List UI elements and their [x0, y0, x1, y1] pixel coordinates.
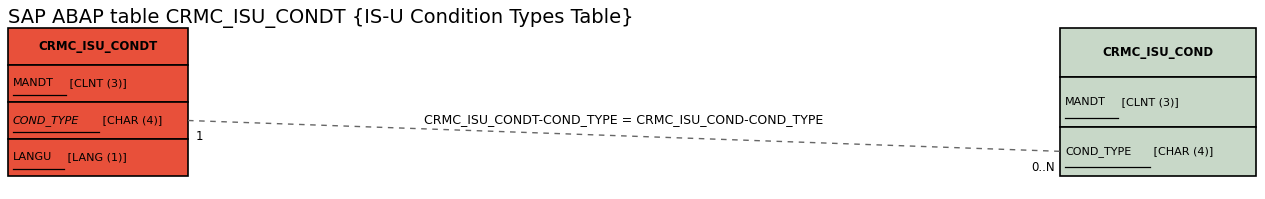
Text: CRMC_ISU_CONDT-COND_TYPE = CRMC_ISU_COND-COND_TYPE: CRMC_ISU_CONDT-COND_TYPE = CRMC_ISU_COND…: [424, 113, 824, 126]
Text: [LANG (1)]: [LANG (1)]: [63, 152, 126, 163]
Text: COND_TYPE: COND_TYPE: [13, 115, 80, 126]
Text: COND_TYPE: COND_TYPE: [1065, 146, 1131, 157]
Text: SAP ABAP table CRMC_ISU_CONDT {IS-U Condition Types Table}: SAP ABAP table CRMC_ISU_CONDT {IS-U Cond…: [8, 8, 634, 28]
Text: 0..N: 0..N: [1031, 161, 1055, 174]
Bar: [1060, 127, 1256, 176]
Text: [CHAR (4)]: [CHAR (4)]: [1150, 146, 1213, 156]
Bar: [8, 102, 188, 139]
Bar: [8, 65, 188, 102]
Text: LANGU: LANGU: [13, 152, 52, 163]
Text: CRMC_ISU_CONDT: CRMC_ISU_CONDT: [38, 40, 158, 53]
Text: [CHAR (4)]: [CHAR (4)]: [99, 115, 162, 126]
Bar: [8, 28, 188, 65]
Bar: [8, 139, 188, 176]
Bar: [1060, 77, 1256, 127]
Text: 1: 1: [196, 131, 204, 143]
Text: MANDT: MANDT: [13, 78, 54, 89]
Text: MANDT: MANDT: [1065, 97, 1106, 107]
Text: [CLNT (3)]: [CLNT (3)]: [1118, 97, 1179, 107]
Text: [CLNT (3)]: [CLNT (3)]: [66, 78, 127, 89]
Bar: [1060, 28, 1256, 77]
Text: CRMC_ISU_COND: CRMC_ISU_COND: [1102, 46, 1213, 59]
